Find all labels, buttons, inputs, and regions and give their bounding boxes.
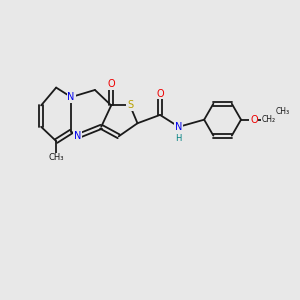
Text: N: N (175, 122, 182, 132)
Text: O: O (250, 115, 258, 125)
Text: N: N (74, 131, 81, 141)
Text: S: S (127, 100, 133, 110)
Text: O: O (156, 88, 164, 98)
Text: O: O (107, 79, 115, 89)
Text: H: H (176, 134, 182, 142)
Text: CH₃: CH₃ (276, 107, 290, 116)
Text: CH₃: CH₃ (48, 153, 64, 162)
Text: CH₂: CH₂ (262, 115, 276, 124)
Text: N: N (68, 92, 75, 102)
